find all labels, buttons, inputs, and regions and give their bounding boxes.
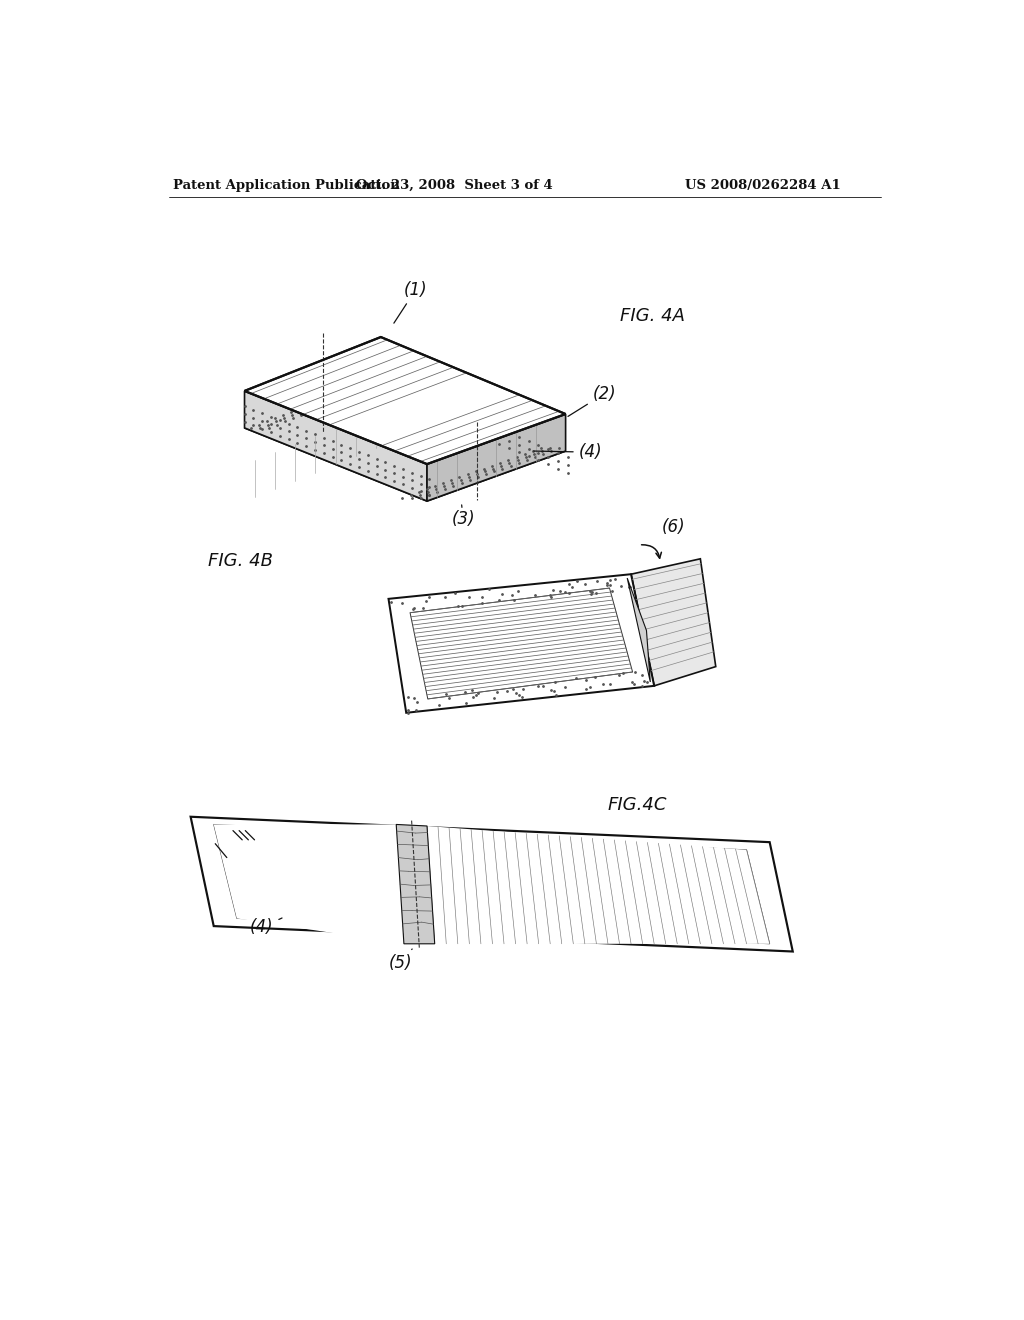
Text: Oct. 23, 2008  Sheet 3 of 4: Oct. 23, 2008 Sheet 3 of 4 <box>355 178 552 191</box>
Text: (1): (1) <box>394 281 428 323</box>
Text: Patent Application Publication: Patent Application Publication <box>173 178 399 191</box>
Polygon shape <box>427 826 770 944</box>
Text: FIG. 4A: FIG. 4A <box>620 308 684 325</box>
Text: (4): (4) <box>534 444 602 461</box>
Polygon shape <box>396 825 435 944</box>
Text: (6): (6) <box>662 517 685 536</box>
Polygon shape <box>388 574 654 713</box>
Text: (4): (4) <box>250 917 282 936</box>
Text: FIG. 4B: FIG. 4B <box>208 553 272 570</box>
Text: (2): (2) <box>568 384 616 416</box>
Polygon shape <box>245 337 565 465</box>
Polygon shape <box>410 589 633 700</box>
Polygon shape <box>631 558 716 686</box>
Text: US 2008/0262284 A1: US 2008/0262284 A1 <box>685 178 841 191</box>
Polygon shape <box>214 825 403 944</box>
Polygon shape <box>214 825 770 944</box>
Text: (5): (5) <box>388 949 412 973</box>
Polygon shape <box>628 578 650 682</box>
Polygon shape <box>427 414 565 502</box>
Text: (3): (3) <box>452 506 475 528</box>
Polygon shape <box>245 391 427 502</box>
Polygon shape <box>190 817 793 952</box>
Polygon shape <box>245 374 565 502</box>
Polygon shape <box>281 381 549 496</box>
Text: FIG.4C: FIG.4C <box>608 796 668 814</box>
